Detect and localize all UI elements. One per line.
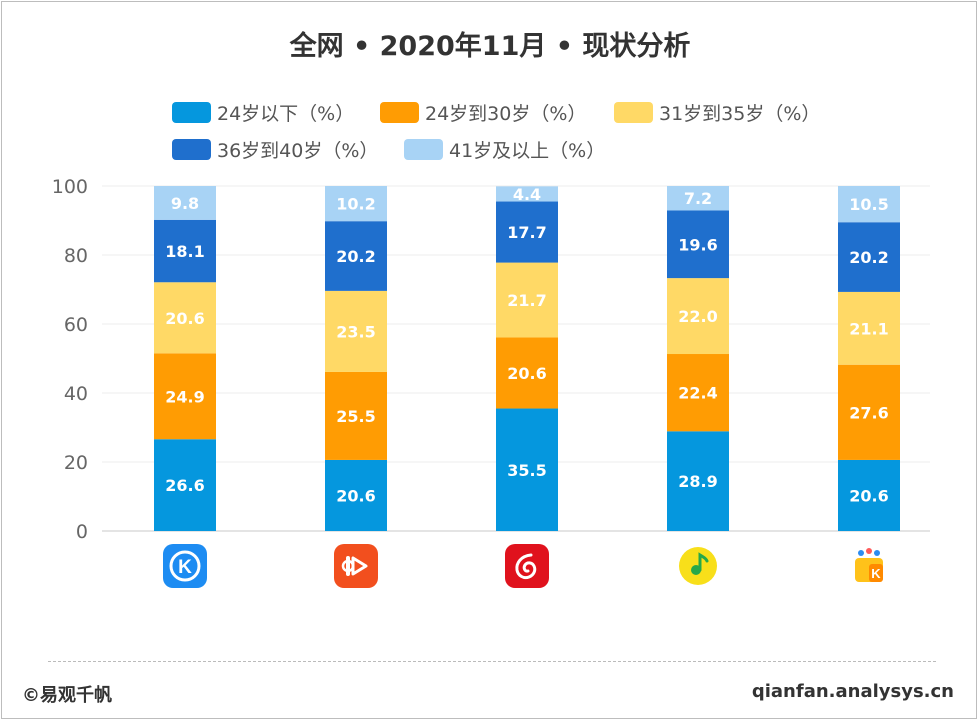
data-label: 17.7 [507, 223, 546, 242]
chart-title: 全网 • 2020年11月 • 现状分析 [289, 31, 691, 62]
y-tick-label: 80 [64, 245, 88, 267]
legend-label: 36岁到40岁（%） [217, 139, 379, 162]
data-label: 22.4 [678, 384, 717, 403]
data-label: 35.5 [507, 461, 546, 480]
bar-segment-kuwo-4 [838, 186, 900, 223]
bar-segment-kuaiyin-4 [325, 186, 387, 222]
data-label: 20.6 [849, 486, 888, 505]
svg-text:K: K [178, 557, 192, 578]
data-label: 18.1 [165, 242, 204, 261]
qq-music-app-icon [676, 544, 720, 588]
legend-item-24-30: 24岁到30岁（%） [380, 99, 586, 125]
kuwo-app-icon: K [847, 544, 891, 588]
data-label: 25.5 [336, 407, 375, 426]
legend-swatch [172, 138, 211, 160]
legend-label: 24岁到30岁（%） [425, 102, 587, 125]
bar-segment-qq-music-1 [667, 354, 729, 432]
y-tick-label: 0 [76, 521, 88, 543]
bar-segment-netease-music-1 [496, 337, 558, 409]
data-label: 28.9 [678, 472, 717, 491]
bar-segment-kuaiyin-2 [325, 290, 387, 372]
data-label: 27.6 [849, 403, 888, 422]
netease-music-app-icon [505, 544, 549, 588]
legend-swatch [614, 101, 653, 123]
data-label: 20.6 [165, 309, 204, 328]
bar-segment-qq-music-2 [667, 278, 729, 355]
data-label: 20.2 [336, 247, 375, 266]
footer-brand: ©易观千帆 [22, 685, 112, 706]
data-label: 10.5 [849, 195, 888, 214]
y-tick-label: 40 [64, 383, 88, 405]
legend-label: 31岁到35岁（%） [659, 102, 821, 125]
data-label: 24.9 [165, 387, 204, 406]
legend-item-under-24: 24岁以下（%） [172, 99, 354, 125]
kugou-app-icon: K [163, 544, 207, 588]
bar-segment-kuaiyin-3 [325, 221, 387, 291]
data-label: 23.5 [336, 322, 375, 341]
legend-item-36-40: 36岁到40岁（%） [172, 136, 378, 162]
bar-segment-kuwo-1 [838, 364, 900, 460]
bar-segment-kugou-2 [154, 282, 216, 354]
data-label: 10.2 [336, 195, 375, 214]
legend-item-41-plus: 41岁及以上（%） [404, 136, 605, 162]
legend-swatch [380, 101, 419, 123]
bar-segment-netease-music-2 [496, 262, 558, 338]
y-tick-label: 60 [64, 314, 88, 336]
bar-segment-kuwo-2 [838, 291, 900, 365]
bar-segment-kuaiyin-0 [325, 459, 387, 531]
bar-segment-qq-music-4 [667, 186, 729, 211]
data-label: 7.2 [684, 189, 712, 208]
data-label: 20.2 [849, 248, 888, 267]
bar-segment-kuaiyin-1 [325, 371, 387, 460]
bar-segment-kugou-3 [154, 219, 216, 283]
data-label: 20.6 [336, 486, 375, 505]
bar-segment-kugou-0 [154, 439, 216, 531]
svg-text:K: K [871, 566, 881, 581]
bar-segment-qq-music-3 [667, 210, 729, 279]
data-label: 26.6 [165, 476, 204, 495]
kuaiyin-app-icon [334, 544, 378, 588]
legend-label: 24岁以下（%） [217, 102, 355, 125]
bar-segment-kugou-1 [154, 353, 216, 440]
bar-segment-netease-music-3 [496, 201, 558, 263]
legend-label: 41岁及以上（%） [449, 139, 606, 162]
data-label: 21.1 [849, 319, 888, 338]
data-label: 4.4 [513, 185, 541, 204]
y-tick-label: 100 [52, 176, 88, 198]
data-label: 20.6 [507, 364, 546, 383]
legend-swatch [172, 101, 211, 123]
y-tick-label: 20 [64, 452, 88, 474]
data-label: 9.8 [171, 194, 199, 213]
bar-segment-qq-music-0 [667, 431, 729, 531]
bar-segment-kuwo-3 [838, 222, 900, 292]
data-label: 22.0 [678, 307, 717, 326]
bar-segment-netease-music-0 [496, 408, 558, 531]
bar-segment-kuwo-0 [838, 459, 900, 531]
data-label: 19.6 [678, 235, 717, 254]
legend-swatch [404, 138, 443, 160]
footer-website: qianfan.analysys.cn [751, 681, 954, 702]
data-label: 21.7 [507, 291, 546, 310]
bar-segment-kugou-4 [154, 186, 216, 220]
legend-item-31-35: 31岁到35岁（%） [614, 99, 820, 125]
footer-divider [48, 661, 936, 662]
bar-segment-netease-music-4 [496, 186, 558, 202]
